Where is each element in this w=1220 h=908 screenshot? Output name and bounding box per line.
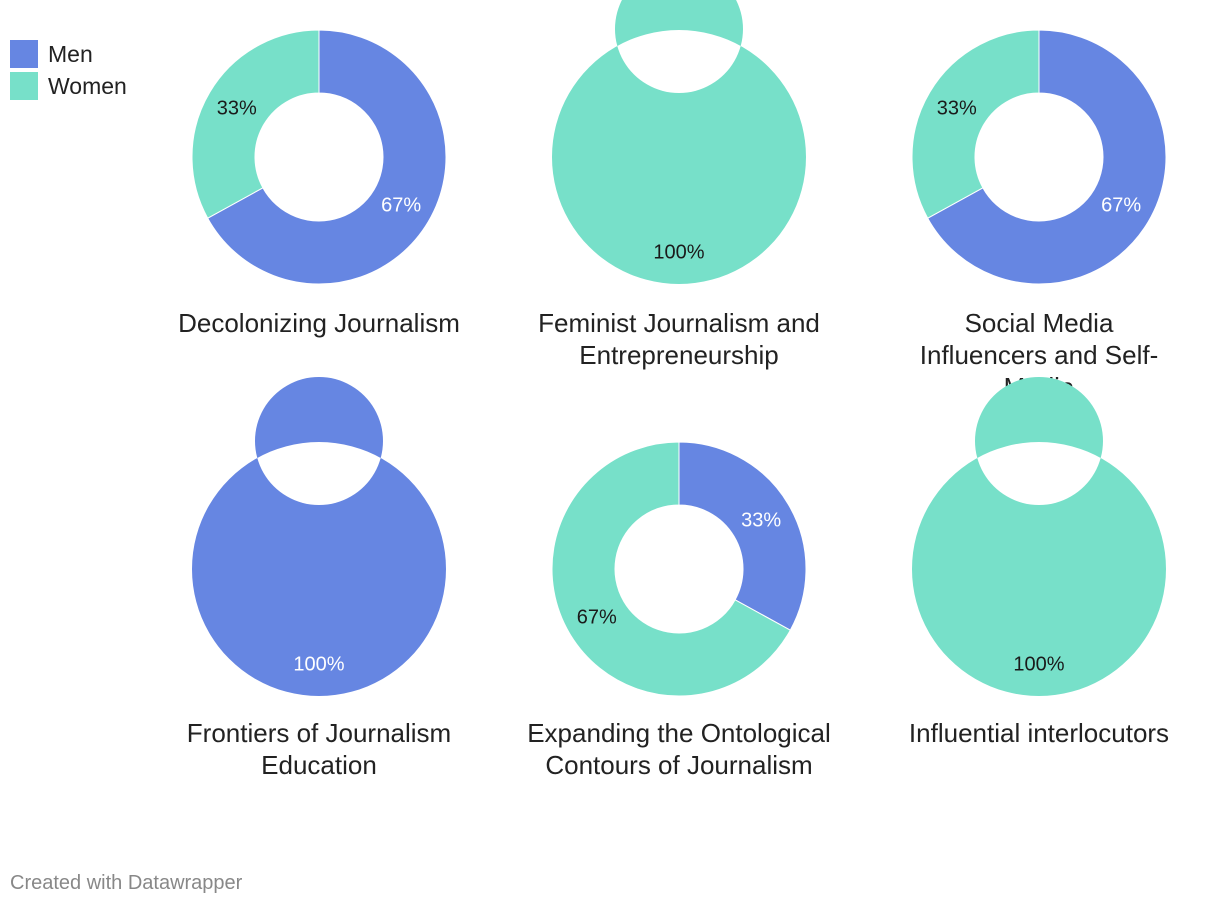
donut-chart: 100% [552, 0, 806, 284]
donut-slice-women [552, 0, 806, 284]
donut-chart: 100% [191, 377, 446, 696]
legend-swatch-women [10, 72, 38, 100]
donut-svg: 67% 33% [191, 29, 447, 285]
donut-slice-label: 67% [577, 607, 617, 629]
legend-label-women: Women [48, 72, 127, 99]
donut-chart-title: Influential interlocutors [908, 718, 1170, 748]
legend-item-men: Men [10, 38, 127, 70]
donut-slice-women [911, 29, 1040, 219]
donut-chart-title: Expanding the Ontological Contours of Jo… [527, 718, 831, 780]
donut-slice-women [191, 29, 320, 219]
legend-item-women: Women [10, 70, 127, 102]
donut-svg: 100% [552, 0, 806, 284]
donut-svg: 33% 67% [551, 441, 807, 697]
donut-slice-label: 67% [1101, 195, 1141, 217]
donut-slice-label: 33% [217, 97, 257, 119]
donut-slice-label: 100% [653, 242, 704, 264]
donut-chart-grid: 67% 33% Decolonizing Journalism 100% Feminis… [178, 0, 1170, 780]
donut-slice-women [551, 441, 791, 697]
donut-slice-women [911, 377, 1166, 696]
donut-slice-men [191, 377, 446, 696]
donut-slice-men [207, 29, 447, 285]
donut-chart-title: Feminist Journalism and Entrepreneurship [538, 308, 820, 370]
donut-svg: 100% [191, 377, 446, 696]
donut-svg: 100% [911, 377, 1166, 696]
donut-chart: 33% 67% [551, 441, 807, 697]
legend-swatch-men [10, 40, 38, 68]
donut-slice-men [678, 441, 807, 631]
donut-slice-label: 33% [741, 509, 781, 531]
donut-chart-title: Decolonizing Journalism [178, 308, 460, 338]
donut-chart: 100% [911, 377, 1166, 696]
legend: Men Women [10, 38, 127, 102]
donut-slice-men [927, 29, 1167, 285]
donut-slice-label: 100% [293, 654, 344, 676]
donut-slice-label: 33% [937, 97, 977, 119]
donut-chart-title: Frontiers of Journalism Education [186, 718, 452, 780]
donut-slice-label: 100% [1013, 654, 1064, 676]
donut-svg: 67% 33% [911, 29, 1167, 285]
donut-chart: 67% 33% [911, 29, 1167, 285]
donut-chart: 67% 33% [191, 29, 447, 285]
donut-slice-label: 67% [381, 195, 421, 217]
footer-credit: Created with Datawrapper [10, 872, 243, 894]
legend-label-men: Men [48, 40, 93, 67]
